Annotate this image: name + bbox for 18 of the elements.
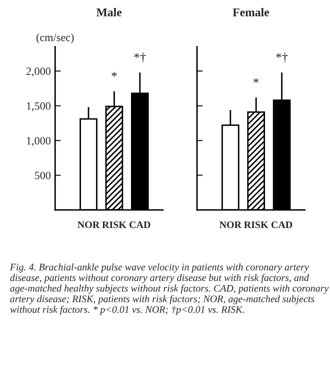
annotation: *† (276, 52, 288, 63)
x-tick-label: NOR (219, 221, 242, 228)
x-tick-label: CAD (130, 221, 150, 228)
y-tick-label: 1,500 (26, 102, 51, 112)
chart-title: Female (232, 8, 270, 16)
x-tick-label: RISK (102, 221, 126, 228)
y-axis-title: (cm/sec) (36, 33, 74, 44)
annotation: * (112, 72, 117, 77)
y-tick-label: 2,000 (26, 68, 51, 77)
x-tick-label: RISK (244, 221, 268, 228)
x-tick-label: NOR (78, 221, 100, 228)
x-tick-label: CAD (271, 221, 292, 228)
annotation: *† (134, 52, 146, 63)
caption: Fig. 4. Brachial-ankle pulse wave velocity in patients with coronary artery disease, patients without coronary artery disease but with risk factors, and age-matched healthy subjects without risk factors. CAD, patients with coronary artery disease; RISK, patients with risk factors; NOR, age-matched subjects without risk factors. * p<0.01 vs. NOR; †p<0.01 vs. RISK. (10, 263, 329, 315)
y-tick-label: 500 (34, 172, 51, 180)
y-tick-label: 1,000 (26, 136, 51, 146)
chart-title: Male (96, 8, 122, 16)
annotation: * (254, 78, 259, 83)
